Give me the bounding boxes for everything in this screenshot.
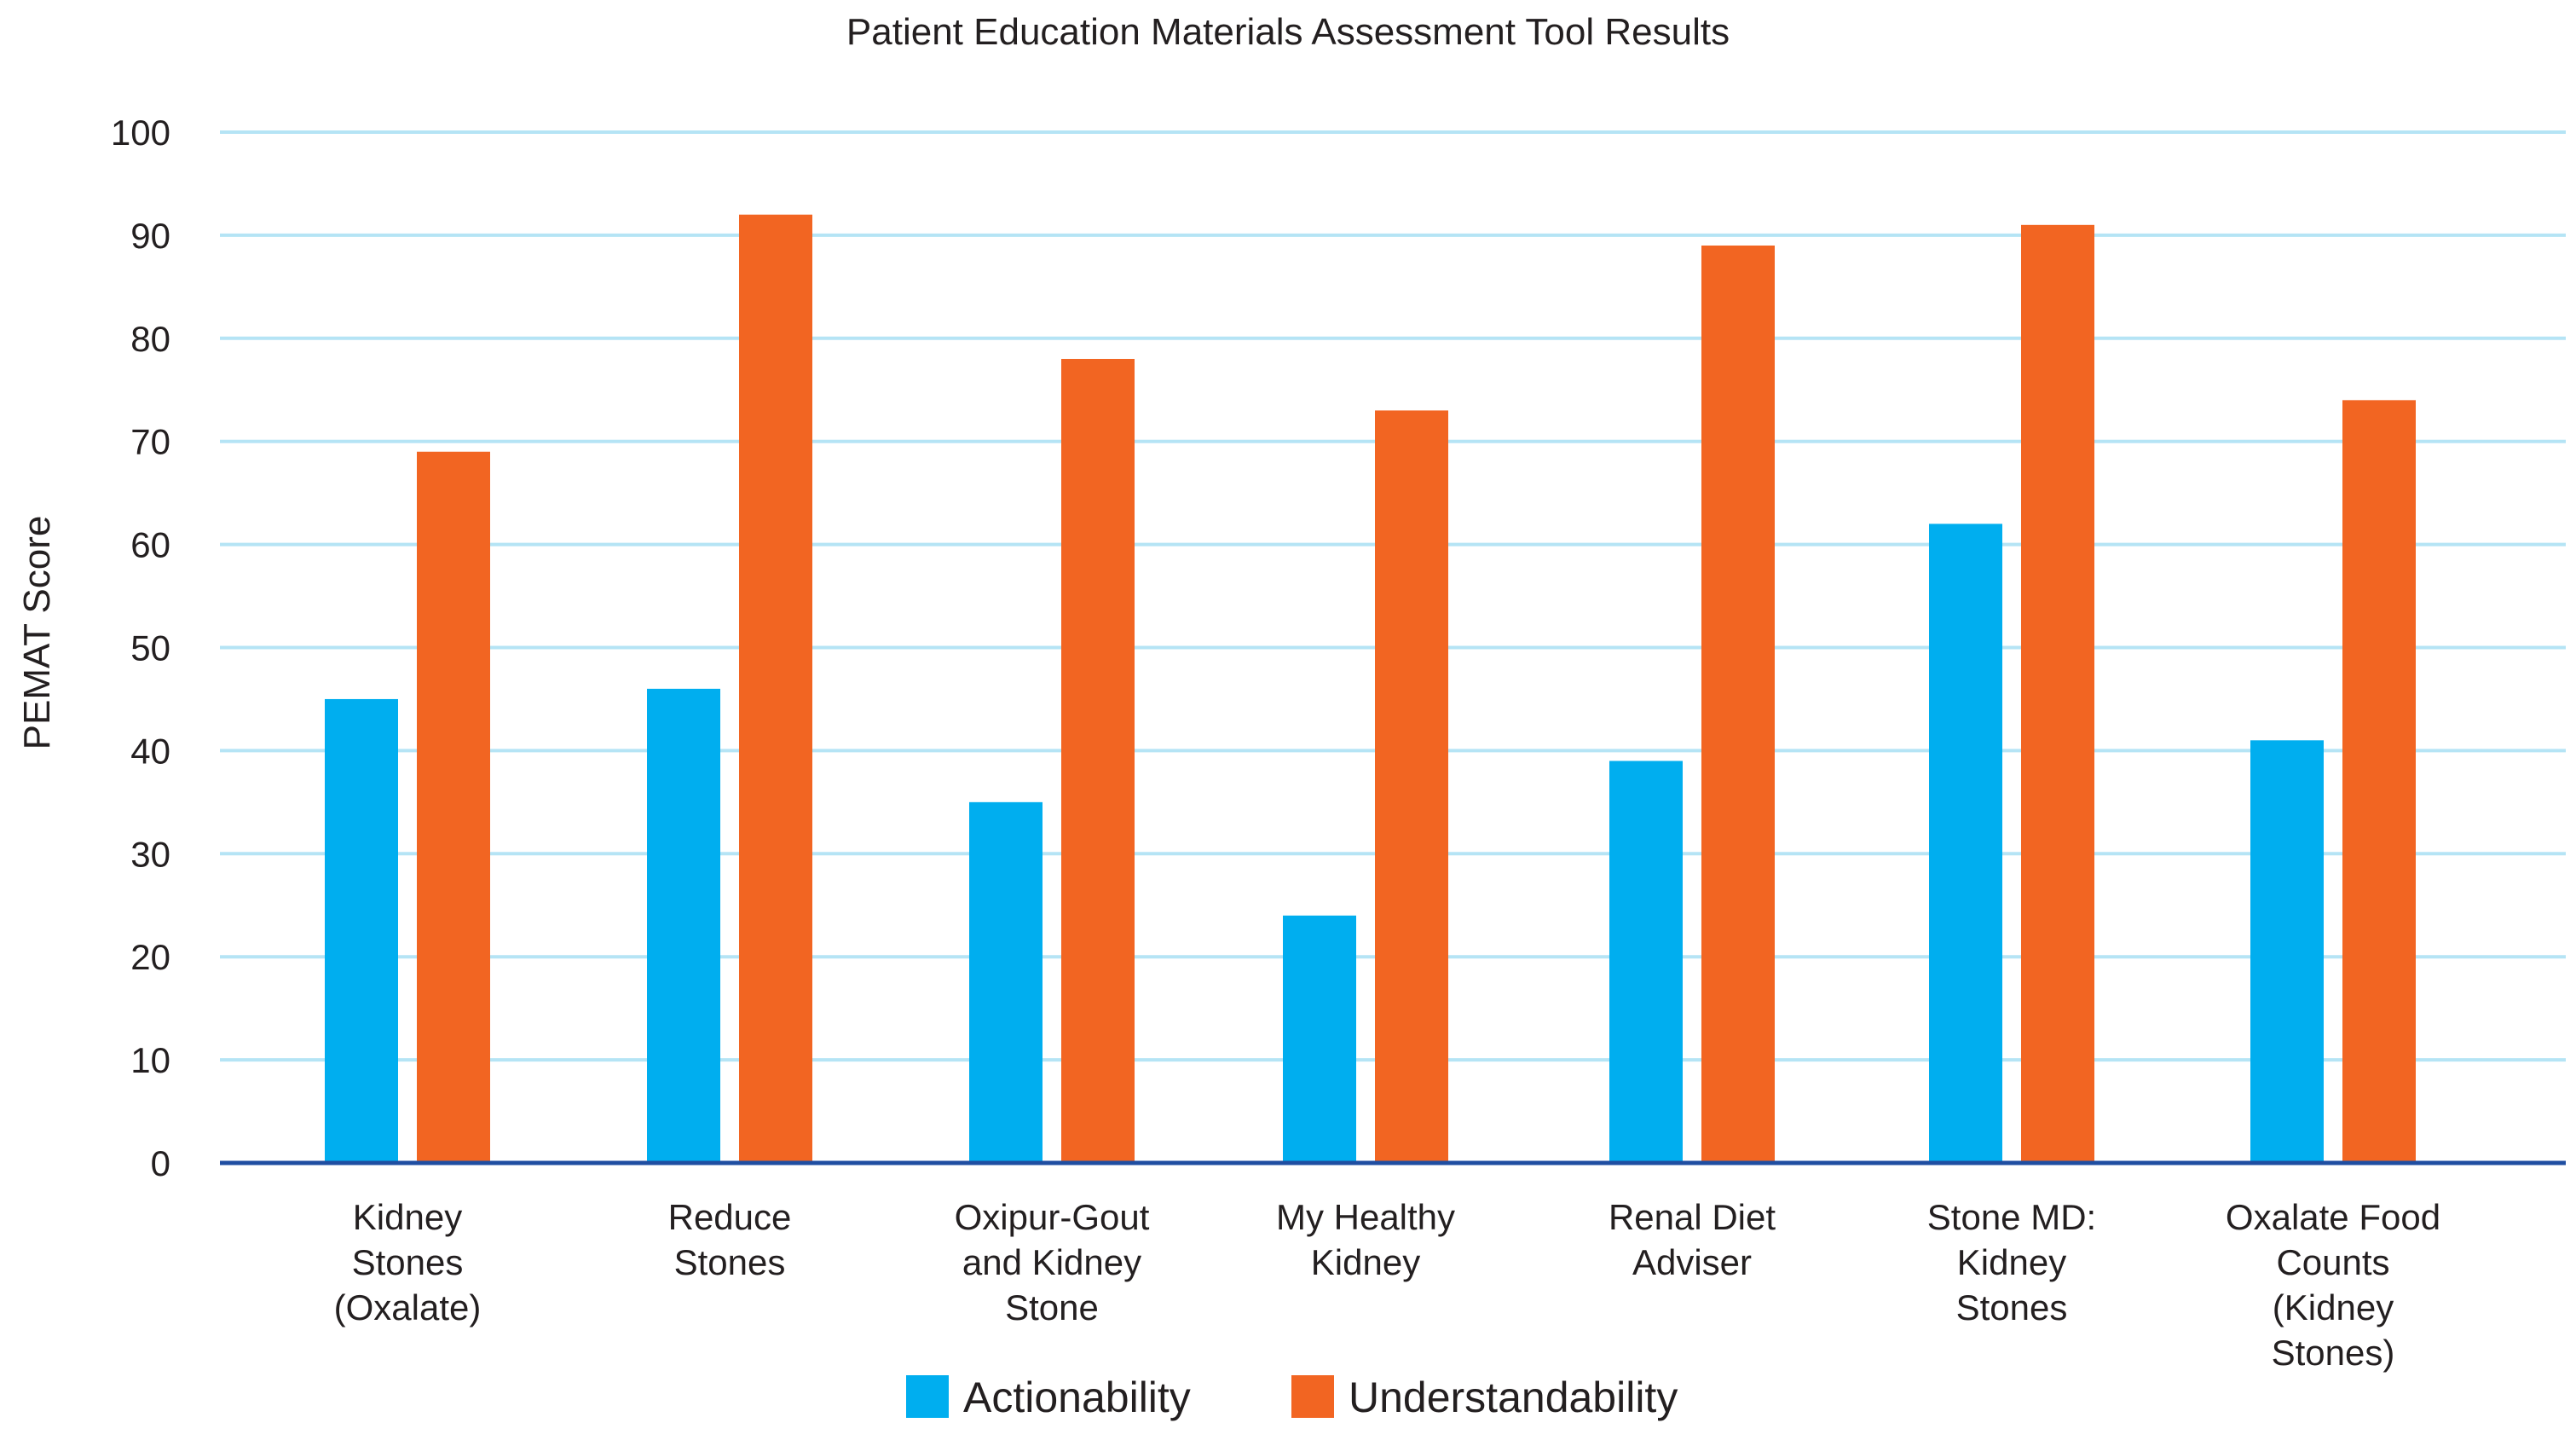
bar-actionability-5 <box>1929 523 2002 1163</box>
bar-understandability-2 <box>1061 358 1135 1164</box>
bar-actionability-1 <box>647 688 720 1163</box>
x-category-label: My Healthy <box>1276 1197 1455 1237</box>
bar-understandability-4 <box>1701 245 1775 1163</box>
y-tick-label: 40 <box>130 731 170 771</box>
x-category-label: (Kidney <box>2273 1287 2394 1327</box>
x-category-label: (Oxalate) <box>334 1287 482 1327</box>
bars <box>325 214 2416 1164</box>
x-category-label: and Kidney <box>962 1242 1141 1282</box>
x-category-label: Oxalate Food <box>2226 1197 2440 1237</box>
bar-understandability-1 <box>739 214 812 1164</box>
x-category-label: Stone MD: <box>1927 1197 2096 1237</box>
x-category-label: Kidney <box>1957 1242 2066 1282</box>
y-tick-label: 60 <box>130 525 170 565</box>
y-axis-ticks: 0 10 20 30 40 50 60 70 80 90 100 <box>111 113 170 1183</box>
x-category-label: Renal Diet <box>1609 1197 1776 1237</box>
legend-swatch-understandability <box>1291 1375 1334 1418</box>
bar-actionability-3 <box>1283 915 1356 1163</box>
bar-actionability-0 <box>325 698 398 1163</box>
y-axis-title: PEMAT Score <box>16 516 58 750</box>
x-category-label: Stones <box>1956 1287 2068 1327</box>
y-tick-label: 10 <box>130 1040 170 1080</box>
legend: Actionability Understandability <box>906 1374 1678 1421</box>
bar-understandability-6 <box>2342 400 2416 1164</box>
bar-understandability-0 <box>417 451 490 1163</box>
legend-swatch-actionability <box>906 1375 949 1418</box>
bar-understandability-5 <box>2021 224 2094 1163</box>
legend-label-actionability: Actionability <box>963 1374 1191 1421</box>
x-category-label: Kidney <box>353 1197 462 1237</box>
bar-actionability-4 <box>1609 761 1683 1163</box>
y-tick-label: 90 <box>130 216 170 256</box>
x-category-label: Stone <box>1005 1287 1099 1327</box>
x-axis-category-labels: Kidney Stones (Oxalate) Reduce Stones Oxipur-… <box>334 1197 2440 1373</box>
x-category-label: Adviser <box>1632 1242 1752 1282</box>
chart-title: Patient Education Materials Assessment T… <box>846 11 1730 53</box>
y-tick-label: 70 <box>130 422 170 462</box>
bar-actionability-2 <box>969 801 1043 1163</box>
bar-actionability-6 <box>2250 740 2324 1163</box>
x-category-label: Counts <box>2276 1242 2389 1282</box>
y-tick-label: 50 <box>130 628 170 668</box>
y-tick-label: 80 <box>130 319 170 359</box>
y-tick-label: 0 <box>151 1143 170 1183</box>
legend-label-understandability: Understandability <box>1349 1374 1678 1421</box>
bar-understandability-3 <box>1375 410 1448 1163</box>
y-tick-label: 100 <box>111 113 170 153</box>
x-category-label: Stones) <box>2272 1333 2395 1373</box>
y-tick-label: 20 <box>130 937 170 977</box>
x-category-label: Stones <box>674 1242 786 1282</box>
x-category-label: Stones <box>352 1242 464 1282</box>
x-category-label: Reduce <box>668 1197 792 1237</box>
x-category-label: Oxipur-Gout <box>955 1197 1150 1237</box>
y-tick-label: 30 <box>130 834 170 874</box>
x-category-label: Kidney <box>1311 1242 1420 1282</box>
